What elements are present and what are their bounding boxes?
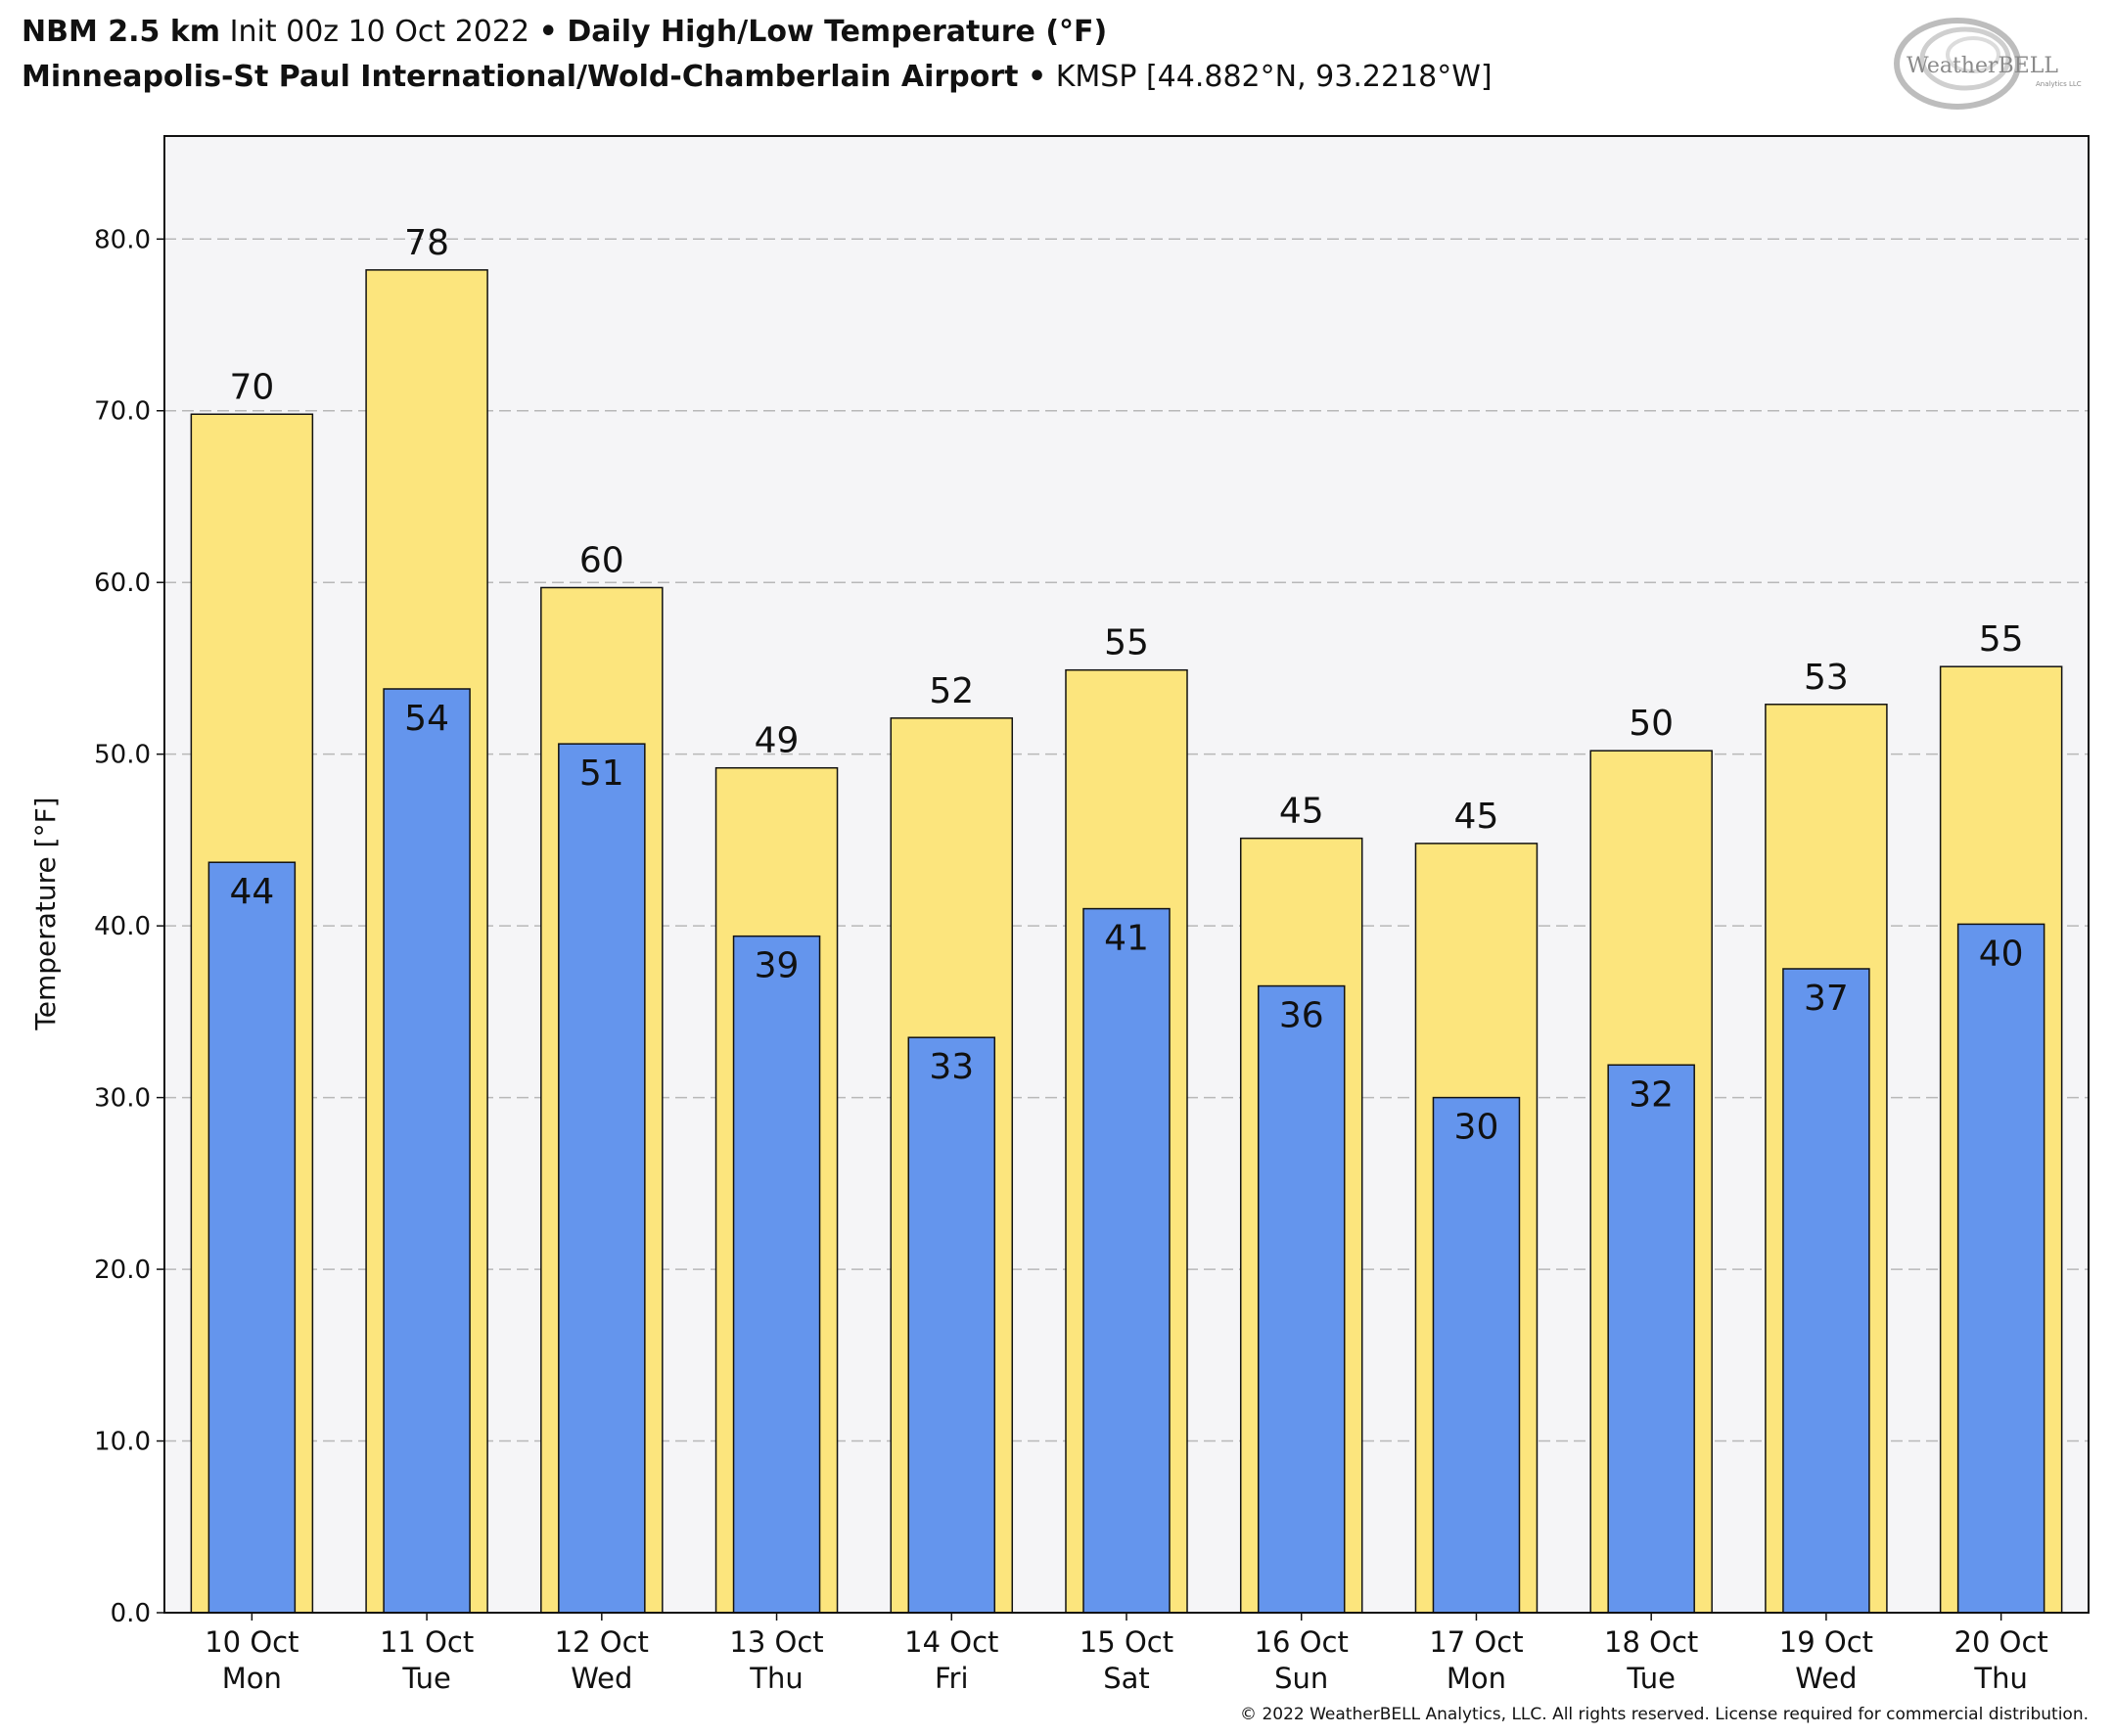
weatherbell-logo: WeatherBELL Analytics LLC (1894, 18, 2082, 110)
separator: • (1028, 60, 1047, 94)
x-tick-label-day: Fri (935, 1662, 969, 1695)
logo-text: WeatherBELL (1907, 54, 2058, 78)
chart-header: NBM 2.5 km Init 00z 10 Oct 2022 • Daily … (22, 10, 1861, 100)
high-value-label: 50 (1629, 704, 1674, 744)
high-value-label: 45 (1454, 797, 1499, 837)
x-tick-label-day: Mon (222, 1662, 282, 1695)
header-line-2: Minneapolis-St Paul International/Wold-C… (22, 55, 1861, 100)
low-bar (558, 743, 646, 1614)
y-tick-label: 20.0 (94, 1256, 151, 1285)
logo-subtext: Analytics LLC (2036, 80, 2082, 88)
high-value-label: 55 (1979, 619, 2024, 660)
low-bar (1607, 1064, 1695, 1614)
y-tick-label: 80.0 (94, 225, 151, 254)
x-tick-label-day: Wed (1795, 1662, 1857, 1695)
y-axis-label: Temperature [°F] (29, 797, 62, 1030)
low-value-label: 41 (1104, 919, 1149, 959)
low-value-label: 32 (1629, 1074, 1674, 1115)
low-value-label: 54 (404, 699, 449, 739)
plot-frame (163, 135, 2090, 1614)
station-id: KMSP [44.882°N, 93.2218°W] (1055, 60, 1493, 94)
low-value-label: 33 (929, 1047, 974, 1087)
high-value-label: 60 (579, 540, 624, 580)
low-value-label: 44 (229, 872, 274, 912)
product-name: Daily High/Low Temperature (°F) (567, 15, 1108, 49)
y-tick-label: 60.0 (94, 569, 151, 598)
x-tick-label-date: 19 Oct (1779, 1625, 1873, 1659)
high-value-label: 52 (929, 671, 974, 711)
x-tick-label-date: 15 Oct (1080, 1625, 1173, 1659)
y-tick-label: 40.0 (94, 912, 151, 941)
x-tick-label-date: 13 Oct (729, 1625, 823, 1659)
y-tick-label: 10.0 (94, 1428, 151, 1457)
low-bar (1956, 923, 2045, 1614)
x-tick-label-day: Tue (1626, 1662, 1676, 1695)
x-tick-label-day: Wed (571, 1662, 632, 1695)
low-value-label: 51 (579, 754, 624, 794)
low-value-label: 39 (755, 946, 800, 986)
x-tick-label-day: Sat (1103, 1662, 1150, 1695)
low-bar (907, 1036, 996, 1614)
low-bar (1432, 1096, 1521, 1614)
x-tick-label-day: Mon (1447, 1662, 1506, 1695)
x-tick-label-date: 12 Oct (555, 1625, 649, 1659)
y-tick-label: 50.0 (94, 741, 151, 770)
y-tick-label: 30.0 (94, 1084, 151, 1114)
copyright-footer: © 2022 WeatherBELL Analytics, LLC. All r… (1240, 1705, 2089, 1724)
separator: • (538, 15, 558, 49)
low-bar (207, 861, 297, 1614)
high-value-label: 70 (229, 367, 274, 407)
high-value-label: 45 (1279, 792, 1324, 832)
low-bar (1082, 907, 1171, 1614)
x-tick-label-day: Thu (749, 1662, 803, 1695)
x-tick-label-date: 14 Oct (904, 1625, 998, 1659)
high-value-label: 78 (404, 223, 449, 263)
x-tick-label-date: 11 Oct (380, 1625, 474, 1659)
high-value-label: 55 (1104, 623, 1149, 663)
x-tick-label-date: 20 Oct (1954, 1625, 2048, 1659)
header-line-1: NBM 2.5 km Init 00z 10 Oct 2022 • Daily … (22, 10, 1861, 55)
low-value-label: 30 (1454, 1108, 1499, 1148)
low-bar (1257, 984, 1346, 1614)
model-name: NBM 2.5 km (22, 15, 221, 49)
high-value-label: 49 (755, 721, 800, 761)
x-tick-label-date: 16 Oct (1255, 1625, 1349, 1659)
y-tick-label: 0.0 (111, 1599, 151, 1628)
x-tick-label-date: 17 Oct (1429, 1625, 1523, 1659)
high-value-label: 53 (1804, 658, 1849, 698)
low-bar (732, 935, 821, 1614)
low-value-label: 40 (1979, 934, 2024, 974)
init-time: Init 00z 10 Oct 2022 (229, 15, 530, 49)
low-bar (1782, 968, 1870, 1614)
x-tick-label-day: Tue (401, 1662, 451, 1695)
x-tick-label-date: 18 Oct (1604, 1625, 1698, 1659)
station-name: Minneapolis-St Paul International/Wold-C… (22, 60, 1019, 94)
low-bar (383, 688, 471, 1614)
x-tick-label-day: Thu (1973, 1662, 2027, 1695)
x-tick-label-date: 10 Oct (205, 1625, 299, 1659)
low-value-label: 36 (1279, 996, 1324, 1036)
low-value-label: 37 (1804, 979, 1849, 1019)
y-tick-label: 70.0 (94, 397, 151, 427)
x-tick-label-day: Sun (1274, 1662, 1328, 1695)
